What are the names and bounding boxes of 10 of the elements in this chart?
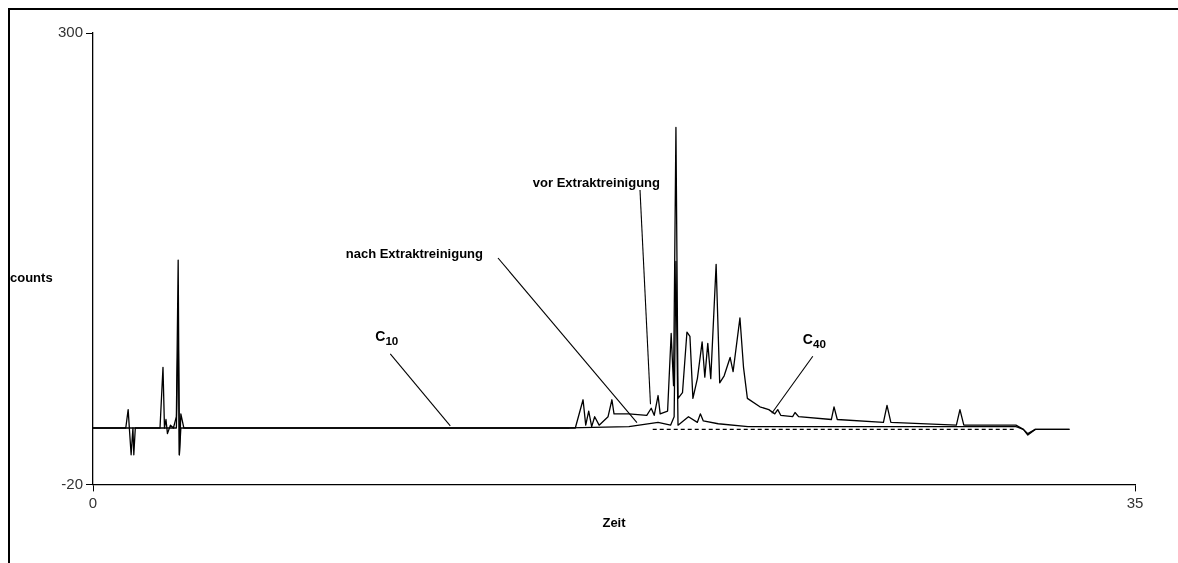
- x-tick-label: 0: [88, 493, 98, 511]
- annotation: C$_{40}$: [802, 331, 826, 351]
- series-label: vor Extraktreinigung: [532, 174, 660, 190]
- text: nach Extraktreinigung: [345, 245, 483, 261]
- y-axis-title: counts: [10, 270, 53, 286]
- annotation: C$_{10}$: [375, 328, 399, 348]
- y-tick-label: -20: [61, 474, 84, 492]
- x-axis-title: Zeit: [602, 514, 627, 530]
- y-tick-label: 300: [58, 23, 84, 41]
- x-tick-label: 35: [1126, 493, 1144, 511]
